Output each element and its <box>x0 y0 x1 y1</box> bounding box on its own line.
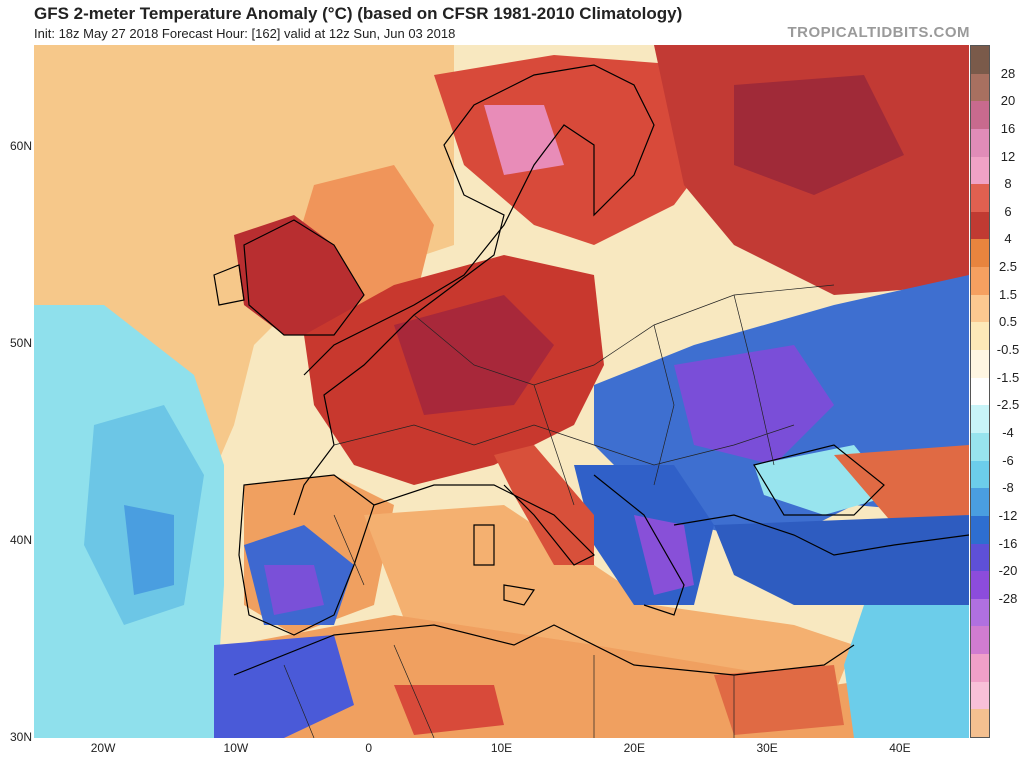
atlantic-cold-deep <box>124 505 174 595</box>
colorbar-swatch <box>971 598 989 627</box>
lon-label: 10E <box>490 741 513 755</box>
lon-label: 20W <box>90 741 116 755</box>
colorbar-swatch <box>971 128 989 158</box>
colorbar-label: 1.5 <box>998 286 1018 302</box>
italy-peninsula <box>494 445 594 565</box>
scandinavia-pink <box>484 105 564 175</box>
colorbar-label: 8 <box>1004 176 1012 192</box>
colorbar-label: 0.5 <box>998 314 1018 330</box>
russia-north-deep <box>734 75 904 195</box>
colorbar-swatch <box>971 460 989 489</box>
colorbar-label: -12 <box>998 507 1018 523</box>
middle-east-cool <box>844 605 969 738</box>
colorbar-label: 16 <box>1000 120 1016 136</box>
colorbar-label: 4 <box>1004 231 1012 247</box>
colorbar-swatch <box>971 709 989 738</box>
colorbar-swatch <box>971 184 989 213</box>
colorbar-swatch <box>971 488 989 517</box>
colorbar-swatch <box>971 267 989 296</box>
colorbar-label: -16 <box>998 535 1018 551</box>
colorbar-swatch <box>971 322 989 351</box>
colorbar-swatch <box>971 405 989 434</box>
colorbar-swatch <box>971 239 989 268</box>
brand-watermark: TROPICALTIDBITS.COM <box>787 24 970 41</box>
colorbar-swatch <box>971 626 989 655</box>
colorbar-swatch <box>971 101 989 130</box>
british-isles <box>234 215 364 335</box>
country-borders <box>283 284 835 738</box>
colorbar-label: 2.5 <box>998 259 1018 275</box>
central-europe-deep <box>394 295 554 415</box>
lat-label: 30N <box>9 730 32 744</box>
colorbar-swatch <box>971 156 989 185</box>
colorbar-swatch <box>971 543 989 572</box>
turkey-warm <box>834 445 969 525</box>
iberia-purple <box>264 565 324 615</box>
lat-label: 60N <box>9 139 32 154</box>
colorbar-swatch <box>971 681 989 710</box>
colorbar-swatch <box>971 294 989 323</box>
colorbar-label: -0.5 <box>996 342 1020 358</box>
colorbar-swatch <box>971 73 989 102</box>
colorbar-label: -2.5 <box>996 397 1020 413</box>
lat-label: 40N <box>9 533 32 548</box>
colorbar-label: 6 <box>1004 203 1012 219</box>
colorbar-label: -4 <box>1002 424 1014 440</box>
lon-label: 20E <box>623 741 645 755</box>
lon-label: 30E <box>756 741 778 755</box>
anomaly-map <box>34 45 969 738</box>
colorbar-label: 28 <box>1000 65 1016 81</box>
colorbar-label: -6 <box>1002 452 1014 468</box>
ukraine-purple <box>674 345 834 465</box>
colorbar-label: 12 <box>1000 148 1016 164</box>
colorbar <box>970 45 990 738</box>
colorbar-swatch <box>971 654 989 683</box>
colorbar-label: 20 <box>1000 93 1016 109</box>
lat-label: 50N <box>9 336 32 351</box>
anatolia-cold <box>714 515 969 605</box>
north-africa-cold <box>214 635 354 738</box>
colorbar-label: -28 <box>998 590 1018 606</box>
coastlines <box>213 64 969 676</box>
colorbar-label: -8 <box>1002 480 1014 496</box>
colorbar-label: -20 <box>998 563 1018 579</box>
lon-label: 10W <box>223 741 249 755</box>
colorbar-swatch <box>971 46 989 75</box>
map-title: GFS 2-meter Temperature Anomaly (°C) (ba… <box>34 4 683 23</box>
sahara-hot <box>394 685 504 735</box>
colorbar-swatch <box>971 571 989 600</box>
greece-purple <box>634 515 694 595</box>
map-subtitle: Init: 18z May 27 2018 Forecast Hour: [16… <box>34 26 456 41</box>
colorbar-swatch <box>971 515 989 544</box>
colorbar-swatch <box>971 211 989 240</box>
colorbar-label: -1.5 <box>996 369 1020 385</box>
egypt-hot <box>714 665 844 735</box>
colorbar-swatch <box>971 350 989 379</box>
scandinavia-warm <box>434 55 734 245</box>
lon-label: 0 <box>365 741 373 755</box>
lon-label: 40E <box>889 741 911 755</box>
colorbar-swatch <box>971 377 989 406</box>
colorbar-swatch <box>971 432 989 462</box>
